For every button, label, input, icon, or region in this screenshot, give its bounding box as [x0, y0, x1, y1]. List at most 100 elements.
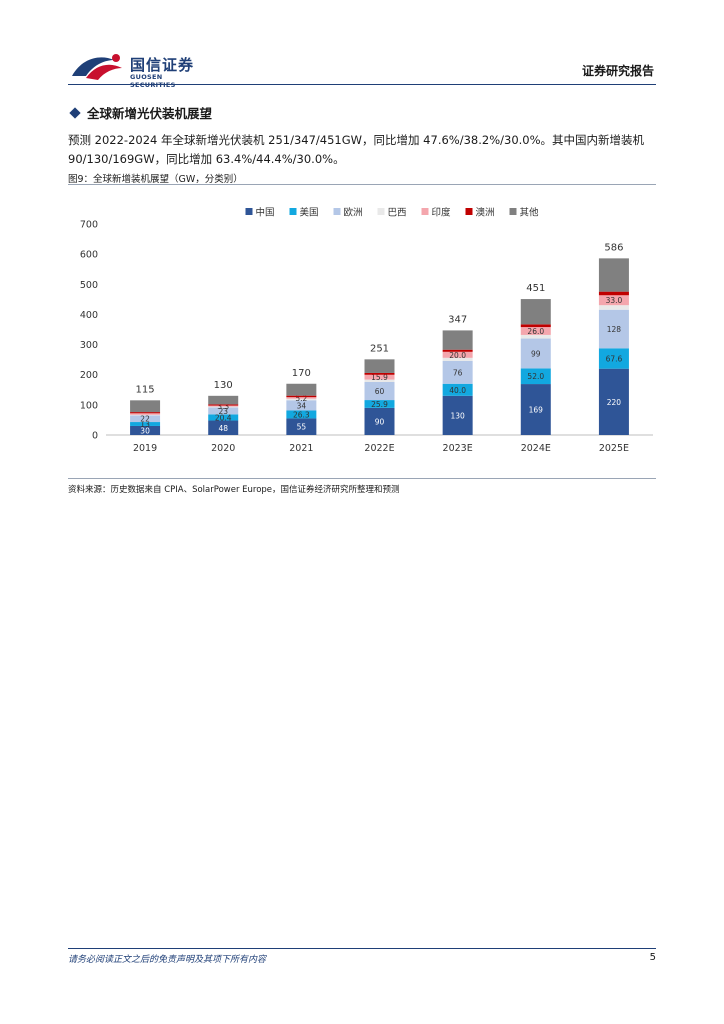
legend-label: 美国	[300, 207, 319, 219]
bar-segment	[130, 413, 161, 415]
bar-segment	[442, 383, 473, 396]
bar-total-label: 347	[448, 314, 467, 325]
legend-label: 欧洲	[344, 207, 363, 219]
bar-segment	[286, 410, 317, 419]
bar-data-label: 5.2	[295, 394, 307, 403]
bar-total-label: 251	[370, 343, 389, 354]
bar-total-label: 451	[526, 283, 545, 294]
legend-swatch	[421, 208, 429, 215]
bar-data-label: 3.3	[217, 402, 229, 411]
page-number: 5	[649, 952, 656, 963]
legend-label: 中国	[256, 207, 275, 219]
legend-label: 其他	[520, 207, 540, 219]
bar-segment	[598, 291, 629, 296]
figure-source: 资料来源：历史数据来自 CPIA、SolarPower Europe，国信证券经…	[68, 485, 400, 495]
legend-label: 印度	[432, 207, 452, 219]
bar-data-label: 40.0	[449, 386, 466, 395]
bar-segment	[520, 338, 551, 369]
bar-data-label: 99	[531, 349, 541, 358]
bar-data-label: 169	[529, 406, 544, 415]
paragraph-line-1: 预测 2022-2024 年全球新增光伏装机 251/347/451GW，同比增…	[68, 133, 645, 147]
bar-segment	[130, 425, 161, 435]
x-tick-label: 2019	[133, 443, 157, 454]
bar-segment	[520, 324, 551, 328]
bar-segment	[520, 384, 551, 435]
legend-swatch	[465, 208, 473, 215]
bar-segment	[208, 404, 239, 406]
diamond-bullet-icon	[69, 107, 81, 119]
bar-segment	[364, 374, 395, 380]
bar-segment	[286, 398, 317, 401]
logo-text-cn: 国信证券	[130, 56, 195, 74]
bar-segment	[442, 330, 473, 350]
bar-segment	[130, 422, 161, 426]
figure-top-rule	[68, 184, 656, 185]
paragraph-line-2: 90/130/169GW，同比增加 63.4%/44.4%/30.0%。	[68, 152, 345, 166]
bar-segment	[208, 414, 239, 421]
bar-data-label: 26.3	[293, 410, 310, 419]
bar-segment	[442, 395, 473, 435]
bar-data-label: 22	[140, 415, 150, 424]
footer-divider	[68, 948, 656, 949]
legend-label: 澳洲	[476, 207, 495, 219]
bar-total-label: 170	[292, 368, 311, 379]
bar-segment	[208, 420, 239, 435]
legend-label: 巴西	[388, 208, 407, 219]
bar-data-label: 23	[218, 407, 228, 416]
bar-data-label: 13	[140, 420, 150, 429]
bar-segment	[364, 381, 395, 401]
page-header: 国信证券 GUOSEN SECURITIES 证券研究报告	[68, 50, 656, 89]
bar-data-label: 20.0	[449, 351, 466, 360]
bar-data-label: 15.9	[371, 373, 388, 382]
y-tick-label: 400	[80, 310, 98, 321]
bar-total-label: 586	[604, 242, 623, 253]
x-tick-label: 2022E	[364, 443, 394, 454]
bar-data-label: 20.4	[215, 413, 232, 422]
bar-segment	[286, 400, 317, 411]
bar-data-label: 220	[607, 398, 622, 407]
bar-segment	[364, 400, 395, 408]
bar-data-label: 128	[607, 325, 622, 334]
bar-segment	[364, 372, 395, 375]
figure-caption: 图9：全球新增装机展望（GW，分类别）	[68, 174, 243, 185]
bar-total-label: 115	[136, 384, 155, 395]
bar-segment	[598, 258, 629, 292]
bar-segment	[442, 360, 473, 384]
x-tick-label: 2023E	[443, 443, 473, 454]
y-tick-label: 700	[80, 220, 98, 231]
bar-data-label: 60	[375, 387, 385, 396]
bar-data-label: 34	[297, 401, 307, 410]
bar-data-label: 67.6	[606, 354, 623, 363]
bar-segment	[520, 334, 551, 339]
bar-segment	[130, 400, 161, 413]
bar-segment	[130, 412, 161, 414]
bar-segment	[598, 309, 629, 349]
x-tick-label: 2020	[211, 443, 235, 454]
bar-segment	[286, 383, 317, 396]
section-heading: 全球新增光伏装机展望	[68, 103, 212, 122]
bar-segment	[208, 395, 239, 405]
bar-segment	[598, 305, 629, 310]
bar-segment	[520, 299, 551, 325]
bar-segment	[442, 349, 473, 352]
bar-segment	[208, 405, 239, 407]
bar-data-label: 25.9	[371, 400, 388, 409]
bar-segment	[364, 379, 395, 382]
logo-text-en: GUOSEN SECURITIES	[130, 73, 176, 89]
logo-mark-icon	[72, 54, 122, 80]
bar-segment	[364, 359, 395, 373]
bar-segment	[286, 397, 317, 399]
bar-segment	[442, 351, 473, 358]
legend-swatch	[289, 208, 297, 215]
bar-segment	[130, 414, 161, 416]
section-title: 全球新增光伏装机展望	[87, 106, 213, 121]
y-tick-label: 300	[80, 340, 98, 351]
bar-segment	[208, 406, 239, 408]
body-paragraph: 预测 2022-2024 年全球新增光伏装机 251/347/451GW，同比增…	[68, 131, 658, 169]
legend-swatch	[509, 208, 517, 215]
stacked-bar-chart: 中国 美国 欧洲 巴西 印度 澳洲 其他01002003004005006007003013…	[80, 207, 653, 454]
header-divider	[68, 84, 656, 85]
bar-segment	[364, 407, 395, 435]
x-tick-label: 2025E	[599, 443, 629, 454]
guosen-logo: 国信证券 GUOSEN SECURITIES	[70, 50, 210, 89]
